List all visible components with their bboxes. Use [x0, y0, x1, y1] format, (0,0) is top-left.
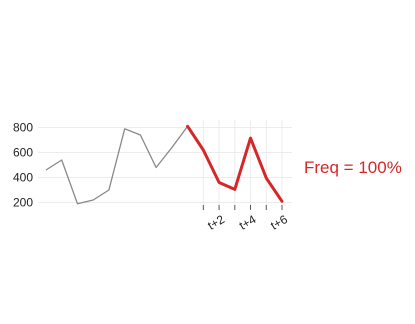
- y-tick-label: 600: [13, 146, 33, 160]
- y-tick-label: 200: [13, 196, 33, 210]
- y-tick-label: 400: [13, 171, 33, 185]
- x-gridlines: [202, 120, 283, 210]
- history-series-line: [45, 125, 189, 205]
- frequency-annotation: Freq = 100%: [304, 158, 402, 177]
- x-tick-label: t+2: [205, 212, 227, 233]
- y-tick-labels: 200 400 600 800: [13, 121, 33, 210]
- x-tick-labels: t+2 t+4 t+6: [205, 212, 290, 233]
- forecast-series-line: [186, 124, 284, 203]
- x-tick-label: t+4: [237, 212, 259, 233]
- y-tick-label: 800: [13, 121, 33, 135]
- y-gridlines: [38, 127, 292, 203]
- x-tick-label: t+6: [268, 212, 290, 233]
